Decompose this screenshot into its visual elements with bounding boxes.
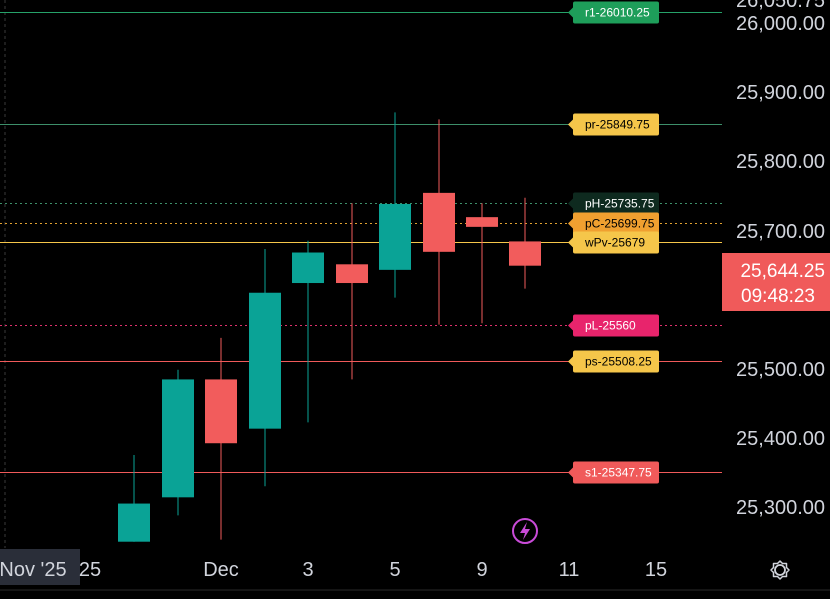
candle-body xyxy=(205,379,237,444)
level-badge-pointer xyxy=(568,237,573,248)
candle-body xyxy=(336,264,368,284)
level-badge-pointer xyxy=(568,7,573,18)
candle xyxy=(205,337,237,540)
level-badge-pointer xyxy=(568,218,573,229)
candle xyxy=(466,203,498,324)
x-tick-label: 9 xyxy=(476,559,487,581)
level-badge: pH-25735.75 xyxy=(568,192,659,215)
y-tick-label: 25,700.00 xyxy=(736,221,825,243)
y-tick-label: 25,500.00 xyxy=(736,359,825,381)
y-tick-label-top-partial: 26,050.75 xyxy=(736,0,825,12)
x-tick-label: Dec xyxy=(203,559,239,581)
level-badge-label: pH-25735.75 xyxy=(585,197,655,211)
lightning-bolt-icon[interactable] xyxy=(512,518,538,544)
level-badge-bg xyxy=(573,113,659,136)
candle xyxy=(162,369,194,516)
y-tick-label: 25,400.00 xyxy=(736,428,825,450)
level-badge-bg xyxy=(573,314,659,337)
level-badge-pointer xyxy=(568,356,573,367)
y-tick-label: 25,800.00 xyxy=(736,151,825,173)
candle-body xyxy=(162,379,194,498)
level-badge-bg xyxy=(573,461,659,484)
level-badge-bg xyxy=(573,350,659,373)
level-badge: pr-25849.75 xyxy=(568,113,659,136)
level-badge-label: r1-26010.25 xyxy=(585,6,650,20)
level-badge: pC-25699.75 xyxy=(568,212,659,235)
y-tick-label: 25,300.00 xyxy=(736,497,825,519)
gear-icon[interactable] xyxy=(770,560,790,580)
y-tick-label: 25,900.00 xyxy=(736,82,825,104)
candle xyxy=(249,249,281,487)
level-badge-label: pL-25560 xyxy=(585,319,636,333)
x-tick-label: 15 xyxy=(645,559,667,581)
candle xyxy=(292,240,324,423)
level-badge-label: wPv-25679 xyxy=(584,236,645,250)
x-tick-label: 5 xyxy=(389,559,400,581)
candle-body xyxy=(466,217,498,227)
candle xyxy=(118,455,150,542)
level-badge-label: pr-25849.75 xyxy=(585,118,650,132)
candle xyxy=(509,197,541,289)
candle-body xyxy=(423,192,455,252)
candle-body xyxy=(249,292,281,429)
level-badge-bg xyxy=(573,192,659,215)
level-badge-pointer xyxy=(568,119,573,130)
candle xyxy=(336,203,368,380)
level-badge-label: pC-25699.75 xyxy=(585,217,655,231)
candle-body xyxy=(292,252,324,284)
level-badge-bg xyxy=(573,1,659,24)
level-badge-label: ps-25508.25 xyxy=(585,355,652,369)
x-tick-label: 11 xyxy=(559,559,580,581)
level-badge-pointer xyxy=(568,198,573,209)
bar-countdown-label: 09:48:23 xyxy=(741,286,815,307)
current-price-label: 25,644.25 xyxy=(740,261,825,282)
x-tick-label: 25 xyxy=(79,559,101,581)
candle-body xyxy=(379,203,411,270)
candle-body xyxy=(509,241,541,266)
level-badge: r1-26010.25 xyxy=(568,1,659,24)
x-tick-label: 3 xyxy=(302,559,313,581)
x-axis-crosshair-badge xyxy=(0,549,80,585)
candle-body xyxy=(118,503,150,542)
level-badge-pointer xyxy=(568,320,573,331)
level-badge-bg xyxy=(573,212,659,235)
level-badge: pL-25560 xyxy=(568,314,659,337)
level-badge-pointer xyxy=(568,467,573,478)
level-badge: ps-25508.25 xyxy=(568,350,659,373)
candle xyxy=(423,119,455,325)
level-badge: s1-25347.75 xyxy=(568,461,659,484)
level-badge-label: s1-25347.75 xyxy=(585,466,652,480)
level-badge: wPv-25679 xyxy=(568,231,659,254)
current-price-badge xyxy=(722,253,830,311)
x-tick-label: Nov '25 xyxy=(0,559,67,581)
candle xyxy=(379,112,411,298)
level-badge-bg xyxy=(573,231,659,254)
y-tick-label: 26,000.00 xyxy=(736,13,825,35)
